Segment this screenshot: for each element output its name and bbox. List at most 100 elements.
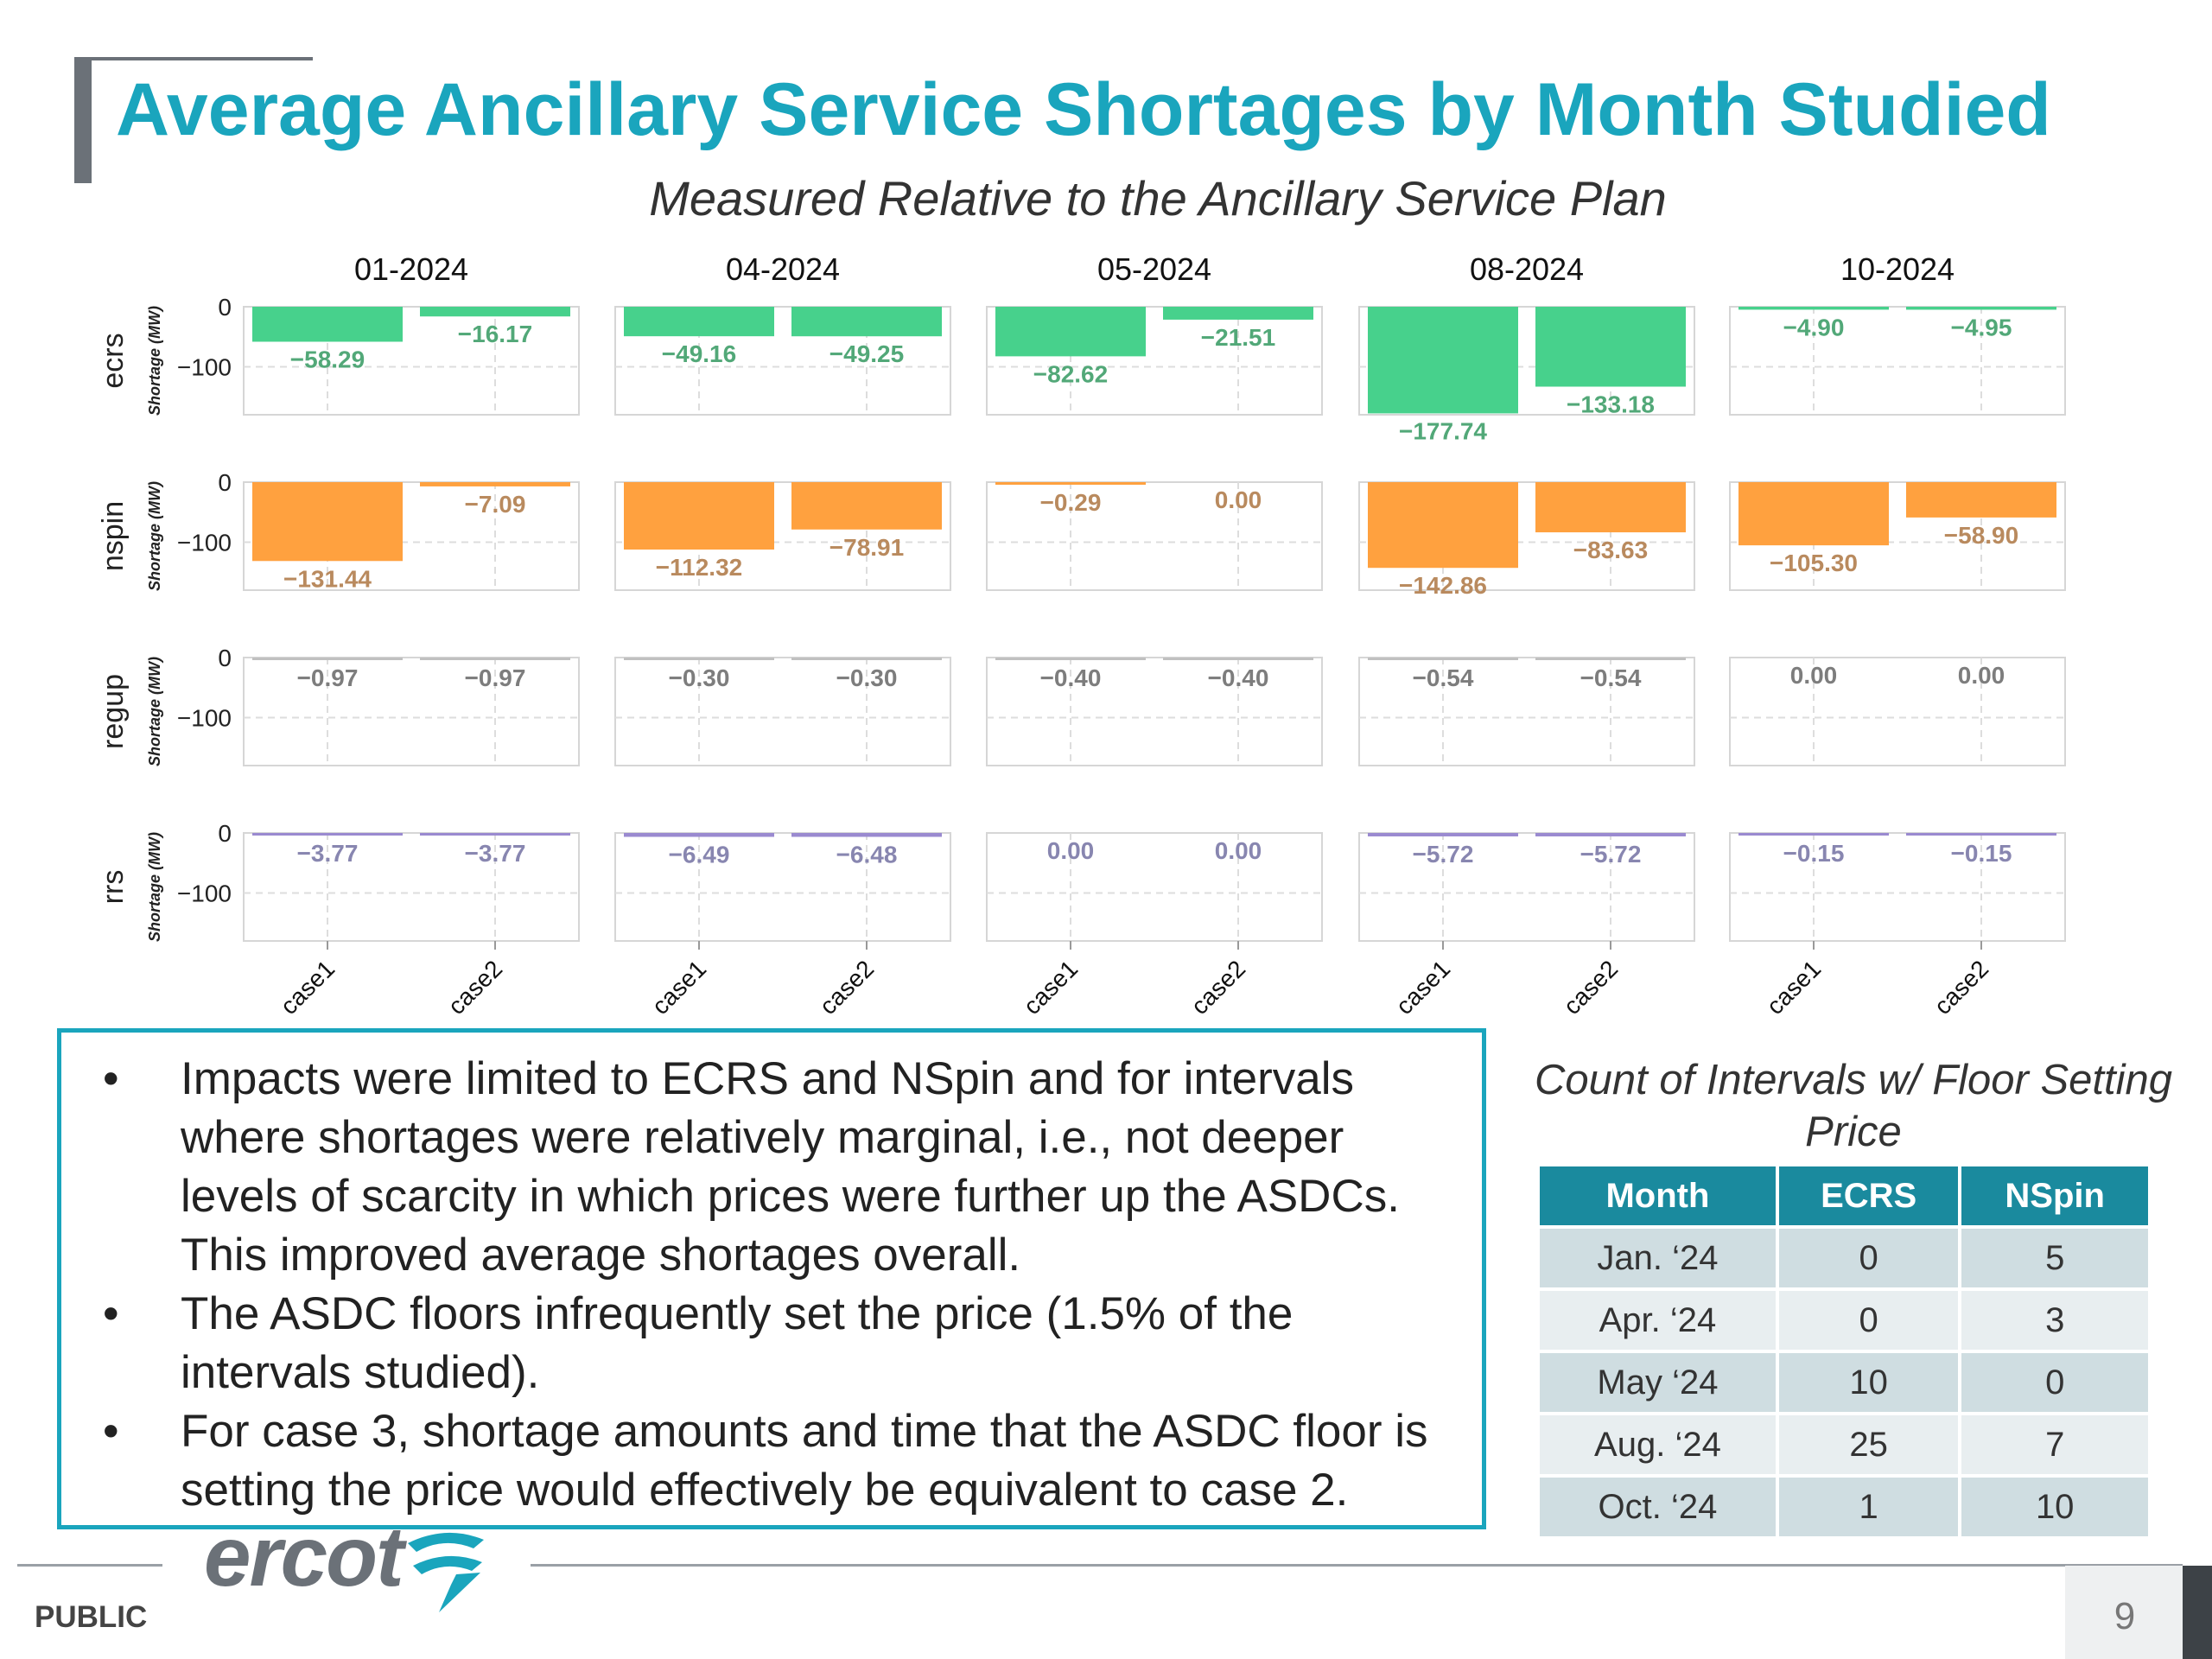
note-item: • For case 3, shortage amounts and time t… (86, 1402, 1458, 1520)
bar-value-label: −4.90 (1783, 314, 1845, 340)
bar (1535, 482, 1686, 533)
note-text: For case 3, shortage amounts and time th… (181, 1406, 1428, 1516)
bar (791, 307, 942, 337)
footer-divider-left (17, 1564, 162, 1567)
bar (1368, 307, 1518, 414)
notes-box: • Impacts were limited to ECRS and NSpin … (57, 1028, 1486, 1529)
bar-value-label: −7.09 (465, 491, 526, 518)
bar (1368, 833, 1518, 836)
bar-value-label: −0.54 (1413, 664, 1474, 691)
bar (420, 658, 570, 660)
bar-value-label: −3.77 (465, 840, 526, 867)
bar (995, 307, 1146, 357)
table-row: May ‘24 10 0 (1540, 1353, 2148, 1412)
bar-value-label: −78.91 (830, 534, 904, 561)
page-number-box (2065, 1566, 2184, 1659)
slide-title: Average Ancillary Service Shortages by M… (116, 68, 2051, 151)
table-cell-ecrs: 0 (1778, 1229, 1959, 1287)
table-cell-nspin: 5 (1961, 1229, 2148, 1287)
bar (995, 482, 1146, 485)
facet-panel (243, 657, 580, 766)
facet-row-label: regup (97, 674, 130, 749)
table-cell-ecrs: 1 (1778, 1478, 1959, 1536)
facet-row-label: nspin (97, 501, 130, 571)
bar-value-label: −49.25 (830, 340, 904, 367)
facet-row-label: rrs (97, 870, 130, 905)
x-tick-label: case2 (1185, 955, 1250, 1020)
bar-value-label: −105.30 (1770, 550, 1858, 576)
bar (624, 833, 774, 837)
bar (252, 482, 403, 562)
bar (1368, 658, 1518, 660)
note-item: • The ASDC floors infrequently set the pr… (86, 1285, 1458, 1402)
table-cell-month: Oct. ‘24 (1540, 1478, 1776, 1536)
bar (252, 658, 403, 660)
y-axis-label: Shortage (MW) (146, 832, 163, 942)
bar (1906, 307, 2056, 310)
bar-value-label: 0.00 (1958, 662, 2005, 689)
bullet-icon: • (103, 1406, 119, 1457)
bar (1535, 833, 1686, 836)
bar (1738, 307, 1889, 310)
x-tick-label: case1 (646, 955, 711, 1020)
bar-value-label: 0.00 (1215, 486, 1262, 513)
column-header-ecrs: ECRS (1778, 1166, 1959, 1225)
bullet-icon: • (103, 1053, 119, 1104)
y-axis-label: Shortage (MW) (146, 657, 163, 766)
bar-value-label: −142.86 (1399, 572, 1487, 599)
table-cell-month: Jan. ‘24 (1540, 1229, 1776, 1287)
notes-list: • Impacts were limited to ECRS and NSpin … (86, 1050, 1458, 1520)
bar (420, 833, 570, 836)
note-text: Impacts were limited to ECRS and NSpin a… (181, 1053, 1400, 1281)
table-cell-ecrs: 25 (1778, 1415, 1959, 1474)
table-cell-nspin: 0 (1961, 1353, 2148, 1412)
corner-accent-bar (2183, 1566, 2212, 1659)
facet-panel (614, 657, 951, 766)
bar-value-label: −58.29 (290, 346, 365, 372)
bar (1163, 307, 1313, 320)
bar (791, 482, 942, 530)
bar-value-label: −0.30 (836, 664, 898, 691)
bar-value-label: −4.95 (1951, 314, 2012, 340)
bar (1368, 482, 1518, 569)
bar-value-label: −6.48 (836, 842, 898, 868)
bar-value-label: −0.40 (1208, 664, 1269, 691)
bar-value-label: −0.15 (1951, 840, 2012, 867)
facet-panel (986, 832, 1323, 942)
bar-value-label: −133.18 (1567, 391, 1655, 417)
facet-panel (1358, 832, 1695, 942)
bar-value-label: −0.15 (1783, 840, 1845, 867)
bar-value-label: −0.97 (297, 664, 359, 691)
y-tick-label: −100 (177, 880, 232, 906)
facet-column-header: 04-2024 (726, 251, 840, 287)
x-tick-label: case2 (814, 955, 879, 1020)
bar-value-label: −0.40 (1040, 664, 1102, 691)
bar-value-label: −5.72 (1580, 841, 1642, 868)
facet-column-header: 10-2024 (1840, 251, 1955, 287)
x-tick-label: case1 (275, 955, 340, 1020)
logo-wordmark: ercot (204, 1509, 404, 1604)
y-tick-label: 0 (218, 820, 232, 847)
classification-label: PUBLIC (35, 1600, 148, 1634)
facet-column-header: 01-2024 (354, 251, 468, 287)
column-header-nspin: NSpin (1961, 1166, 2148, 1225)
bar (624, 307, 774, 337)
table-cell-nspin: 7 (1961, 1415, 2148, 1474)
bar-value-label: −112.32 (656, 554, 742, 581)
x-tick-label: case1 (1018, 955, 1083, 1020)
bar-value-label: −21.51 (1201, 324, 1275, 351)
chart-subtitle: Measured Relative to the Ancillary Servi… (649, 171, 1667, 226)
facet-panel (986, 481, 1323, 591)
bar-value-label: −5.72 (1413, 841, 1474, 868)
bullet-icon: • (103, 1288, 119, 1339)
floor-setting-table: Month ECRS NSpin Jan. ‘24 0 5 Apr. ‘24 0… (1536, 1163, 2152, 1540)
bar-value-label: −3.77 (297, 840, 359, 867)
bar (995, 658, 1146, 660)
table-cell-ecrs: 0 (1778, 1291, 1959, 1350)
facet-panel (1729, 306, 2066, 416)
x-tick-label: case1 (1761, 955, 1826, 1020)
y-axis-label: Shortage (MW) (146, 481, 163, 591)
facet-panel (986, 657, 1323, 766)
y-tick-label: 0 (218, 469, 232, 496)
bar (252, 307, 403, 342)
